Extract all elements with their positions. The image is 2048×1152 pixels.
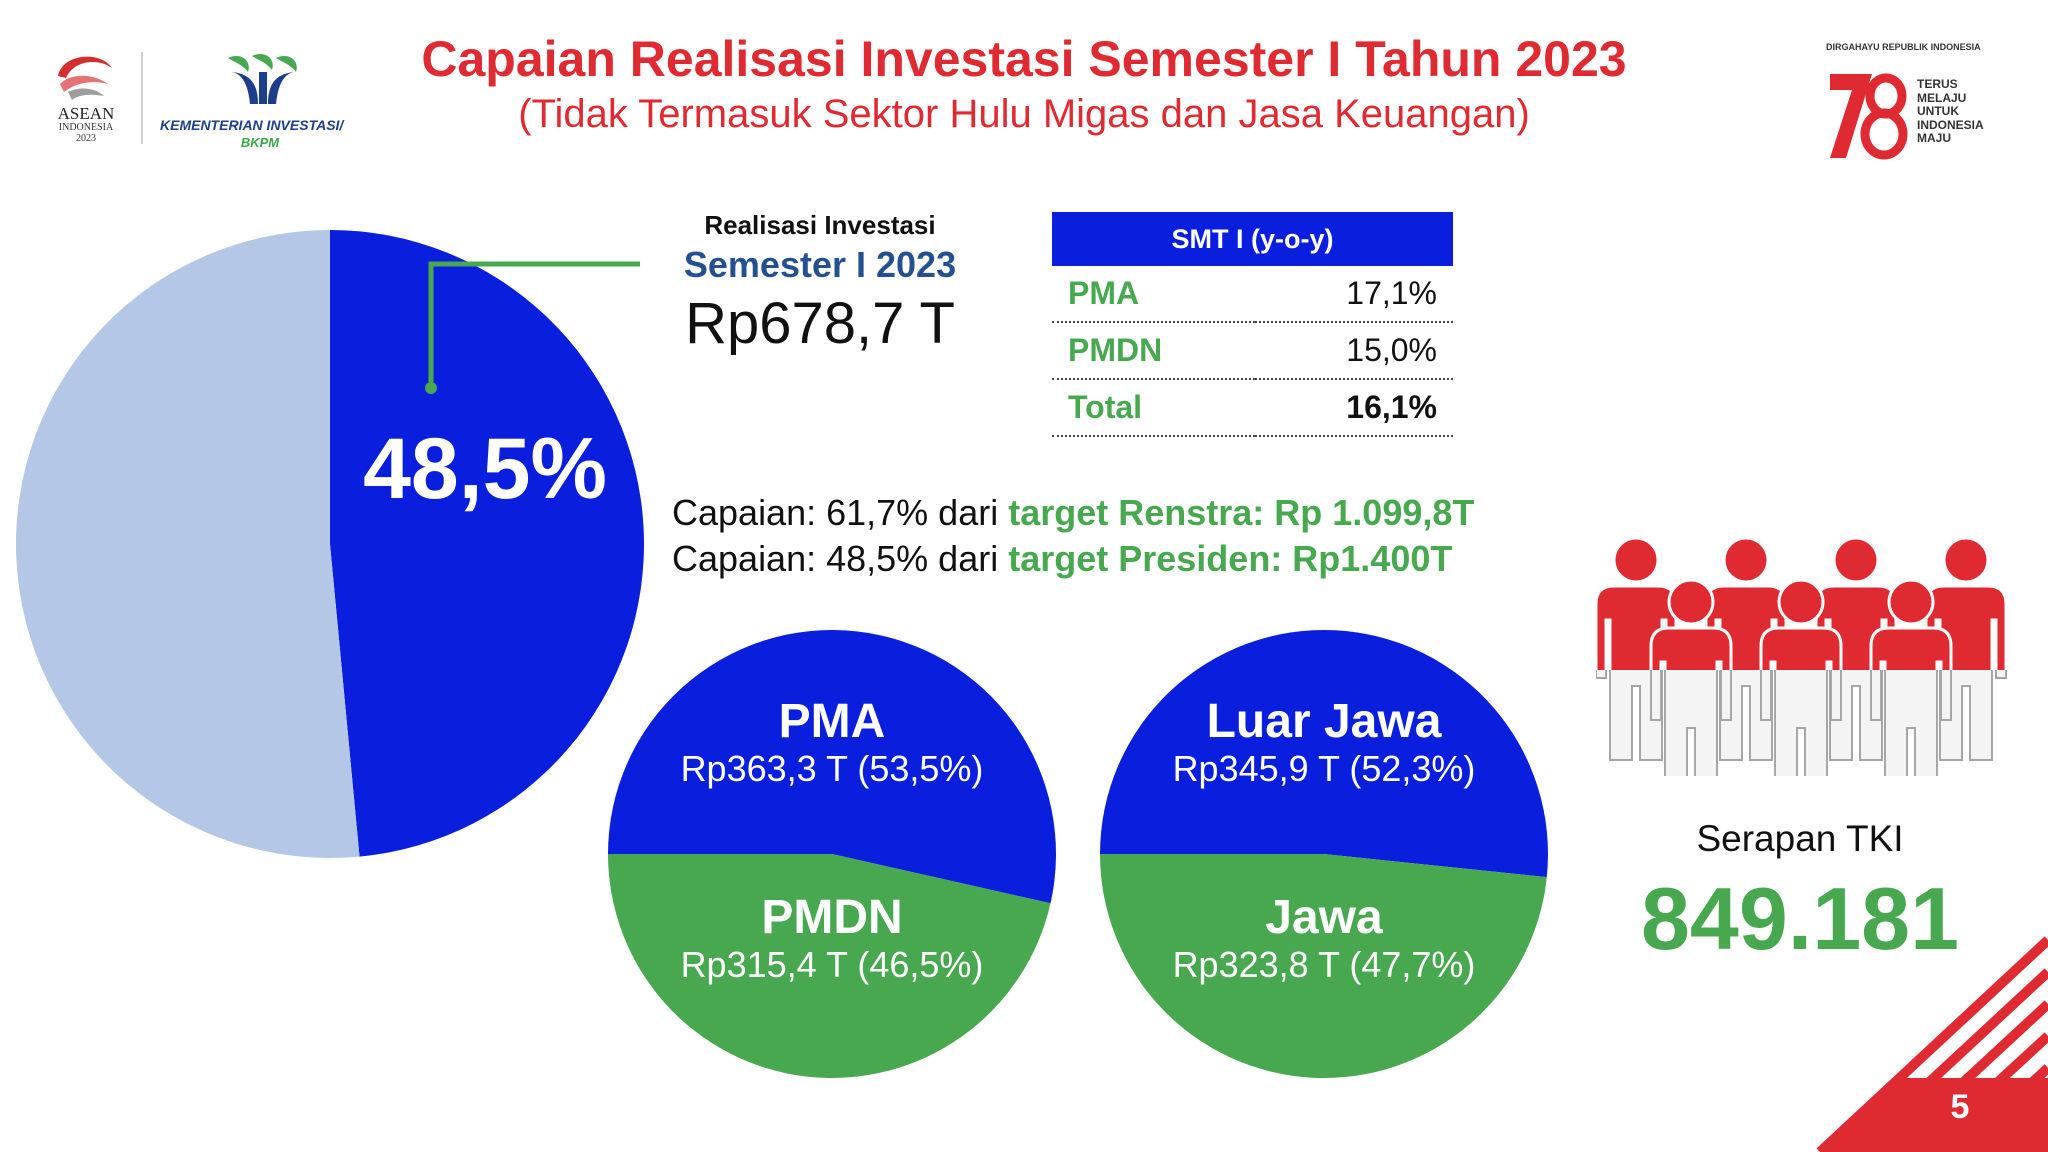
yoy-growth-table: SMT I (y-o-y) PMA 17,1% PMDN 15,0% Total… [1052,212,1453,437]
corner-stripes-decoration [1816,936,2048,1152]
yoy-row-label: Total [1052,379,1256,437]
pie-slice-0 [330,230,644,857]
jawa-luarjawa-pie-chart [1100,630,1548,1079]
main-pie-percent-label: 48,5% [363,421,607,517]
pie-slice-label: Jawa [1265,891,1383,944]
pie-slice-sublabel: Rp315,4 T (46,5%) [680,944,984,985]
capaian-target: target Presiden: Rp1.400T [1008,538,1453,579]
tki-value: 849.181 [1640,869,1960,968]
pie-slice-label: PMA [778,695,886,748]
pie-slice-label: PMDN [761,891,903,944]
yoy-row-value: 16,1% [1255,379,1453,437]
yoy-row-label: PMA [1052,266,1256,323]
callout-connector [425,261,640,394]
pie-slice-sublabel: Rp363,3 T (53,5%) [680,748,984,789]
yoy-row-label: PMDN [1052,322,1256,380]
page-subtitle: (Tidak Termasuk Sektor Hulu Migas dan Ja… [518,92,1530,136]
capaian-prefix: Capaian: 48,5% dari [672,538,1009,579]
anniversary-logo-caption: DIRGAHAYU REPUBLIK INDONESIA [1826,42,1981,52]
jawa-luarjawa-pie: Luar Jawa Rp345,9 T (52,3%) Jawa Rp323,8… [1098,628,1550,1080]
yoy-row-value: 15,0% [1255,322,1453,380]
capaian-target: target Renstra: Rp 1.099,8T [1008,492,1475,533]
asean-logo-subtext: INDONESIA 2023 [44,122,128,144]
page-title: Capaian Realisasi Investasi Semester I T… [421,31,1627,87]
pie-slice-0 [608,630,1056,904]
pie-slice-0 [1100,630,1548,878]
logo-divider [141,52,143,144]
table-row: Total 16,1% [1052,379,1453,437]
pma-pmdn-pie-chart [608,630,1056,1079]
main-achievement-pie [15,230,644,858]
pie-slice-1 [1100,854,1547,1079]
ministry-logo-text: KEMENTERIAN INVESTASI/ [160,117,344,133]
anniversary-78-logo-icon [1830,73,1908,160]
pie-slice-1 [608,854,1051,1079]
realisasi-value: Rp678,7 T [685,291,955,356]
yoy-row-value: 17,1% [1255,266,1453,323]
pie-slice-1 [15,230,360,858]
pie-slice-sublabel: Rp345,9 T (52,3%) [1172,748,1476,789]
page-number: 5 [1950,1088,1970,1126]
anniversary-tagline-line: UNTUK [1917,104,1959,118]
asean-logo-icon [58,56,112,100]
ministry-logo-subtext: BKPM [240,135,280,150]
anniversary-tagline-line: TERUS [1917,77,1958,91]
anniversary-tagline-line: MAJU [1917,131,1952,145]
anniversary-tagline-line: INDONESIA [1917,117,1984,132]
asean-logo-text: ASEAN [57,104,115,123]
pma-pmdn-pie: PMA Rp363,3 T (53,5%) PMDN Rp315,4 T (46… [606,628,1058,1080]
capaian-line-presiden: Capaian: 48,5% dari target Presiden: Rp1… [672,538,1452,580]
table-row: PMA 17,1% [1052,266,1453,323]
table-row: PMDN 15,0% [1052,322,1453,380]
anniversary-tagline: TERUS MELAJU UNTUK INDONESIA MAJU [1917,77,1984,146]
realisasi-label: Realisasi Investasi [704,210,936,240]
asean-logo-line2: INDONESIA [58,122,114,133]
capaian-prefix: Capaian: 61,7% dari [672,492,1009,533]
tki-label: Serapan TKI [1696,818,1904,859]
pie-slice-sublabel: Rp323,8 T (47,7%) [1172,944,1476,985]
bkpm-logo-icon [228,53,297,104]
asean-logo-line3: 2023 [76,133,96,144]
yoy-table-header: SMT I (y-o-y) [1052,212,1453,266]
capaian-line-renstra: Capaian: 61,7% dari target Renstra: Rp 1… [672,492,1474,534]
pie-slice-label: Luar Jawa [1206,695,1442,748]
people-illustration-icon [1596,536,2008,776]
realisasi-period: Semester I 2023 [683,244,957,285]
anniversary-tagline-line: MELAJU [1917,90,1967,105]
